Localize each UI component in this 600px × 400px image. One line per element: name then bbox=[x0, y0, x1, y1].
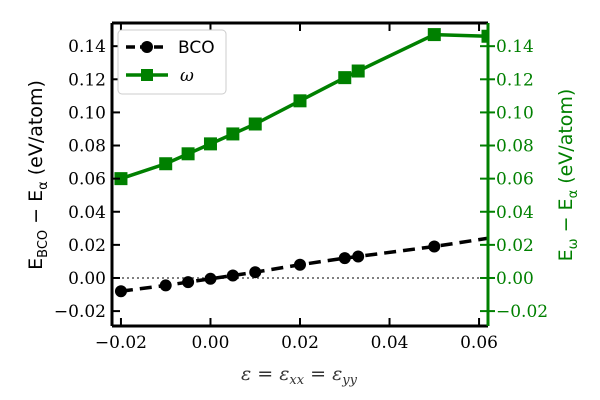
legend-entry-bco: BCO bbox=[126, 38, 215, 58]
data-point-omega bbox=[351, 64, 365, 78]
y-tick-label-left: 0.14 bbox=[68, 37, 106, 57]
x-tick-label: −0.02 bbox=[95, 333, 147, 353]
data-point-bco bbox=[204, 272, 217, 285]
data-point-bco bbox=[338, 252, 351, 265]
y-tick-label-right: −0.02 bbox=[496, 302, 548, 322]
data-point-omega bbox=[203, 137, 217, 151]
legend-label-omega: ω bbox=[180, 66, 194, 86]
data-point-bco bbox=[249, 266, 262, 279]
data-point-omega bbox=[293, 94, 307, 108]
y-tick-label-left: 0.04 bbox=[68, 203, 106, 223]
y-tick-label-left: 0.00 bbox=[68, 269, 106, 289]
y-tick-label-left: 0.02 bbox=[68, 236, 106, 256]
data-point-omega bbox=[226, 127, 240, 141]
y-tick-label-left: 0.06 bbox=[68, 170, 106, 190]
data-point-omega bbox=[181, 147, 195, 161]
y-tick-label-right: 0.00 bbox=[496, 269, 534, 289]
y-tick-label-right: 0.12 bbox=[496, 70, 534, 90]
y-tick-label-left: −0.02 bbox=[54, 302, 106, 322]
data-point-bco bbox=[159, 279, 172, 292]
data-point-bco bbox=[352, 250, 365, 263]
y-tick-label-right: 0.04 bbox=[496, 203, 534, 223]
y-tick-label-left: 0.12 bbox=[68, 70, 106, 90]
data-point-omega bbox=[248, 117, 262, 131]
data-point-omega bbox=[481, 29, 488, 43]
y-axis-label-left: EBCO − Eα (eV/atom) bbox=[25, 80, 51, 270]
y-tick-label-right: 0.02 bbox=[496, 236, 534, 256]
x-tick-label: 0.02 bbox=[281, 333, 319, 353]
data-point-bco bbox=[294, 258, 306, 271]
x-tick-label: 0.06 bbox=[460, 333, 498, 353]
y-tick-label-right: 0.14 bbox=[496, 37, 534, 57]
x-axis-label: ε = εxx = εyy bbox=[241, 363, 358, 388]
y-tick-label-right: 0.10 bbox=[496, 103, 534, 123]
legend-marker-bco bbox=[141, 41, 153, 53]
data-point-bco bbox=[182, 276, 195, 289]
y-tick-label-right: 0.06 bbox=[496, 170, 534, 190]
axes: −0.02 0.00 0.02 0.04 0.06 −0.02 −0.02 0.00 0.00 0… bbox=[54, 21, 548, 353]
y-tick-label-right: 0.08 bbox=[496, 137, 534, 157]
legend-marker-omega bbox=[141, 69, 153, 81]
plot-area bbox=[112, 28, 488, 298]
y-tick-label-left: 0.10 bbox=[68, 103, 106, 123]
data-point-omega bbox=[338, 71, 352, 85]
legend-entry-omega: ω bbox=[126, 66, 194, 86]
data-point-omega bbox=[159, 157, 173, 171]
data-point-bco bbox=[114, 285, 127, 298]
plot-clipped bbox=[112, 28, 488, 298]
data-point-omega bbox=[114, 172, 128, 186]
y-tick-label-left: 0.08 bbox=[68, 137, 106, 157]
data-point-bco bbox=[226, 269, 239, 282]
data-point-omega bbox=[427, 28, 441, 42]
legend-label-bco: BCO bbox=[178, 38, 215, 58]
data-point-bco bbox=[428, 240, 441, 253]
x-tick-label: 0.04 bbox=[371, 333, 409, 353]
y-axis-label-right: Eω − Eα (eV/atom) bbox=[555, 89, 581, 262]
legend: BCO ω bbox=[117, 29, 227, 95]
x-tick-label: 0.00 bbox=[192, 333, 230, 353]
